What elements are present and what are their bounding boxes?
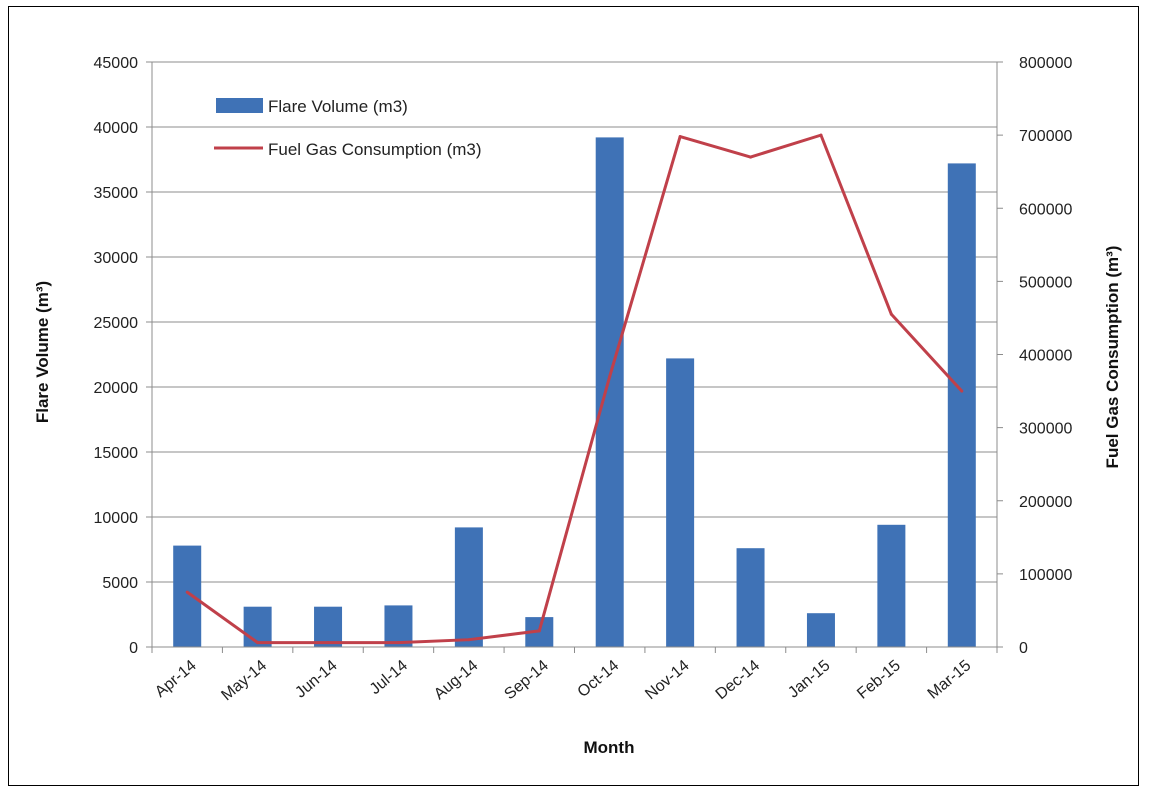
right-tick-label: 100000 bbox=[1019, 567, 1072, 584]
line-point-mar-15 bbox=[960, 389, 964, 393]
bar-feb-15 bbox=[877, 524, 906, 647]
bar-apr-14 bbox=[173, 545, 202, 647]
legend-label-flare-volume: Flare Volume (m3) bbox=[268, 97, 408, 116]
left-tick-label: 15000 bbox=[94, 445, 139, 462]
line-point-apr-14 bbox=[185, 590, 189, 594]
line-point-aug-14 bbox=[467, 638, 471, 642]
x-tick-label: Jun-14 bbox=[292, 657, 340, 702]
right-axis-ticks: 0 100000 200000 300000 400000 500000 600000 700… bbox=[997, 55, 1072, 657]
bar-may-14 bbox=[243, 606, 272, 647]
x-tick-label: Oct-14 bbox=[575, 657, 623, 701]
x-tick-label: Sep-14 bbox=[501, 657, 552, 703]
x-axis-title: Month bbox=[584, 738, 635, 757]
x-tick-label: Aug-14 bbox=[431, 657, 482, 703]
line-point-sep-14 bbox=[537, 629, 541, 633]
right-tick-label: 600000 bbox=[1019, 201, 1072, 218]
right-tick-label: 300000 bbox=[1019, 421, 1072, 438]
line-point-oct-14 bbox=[608, 374, 612, 378]
x-tick-label: Apr-14 bbox=[152, 657, 200, 701]
fuel-gas-line bbox=[186, 133, 963, 645]
legend-swatch-flare-volume bbox=[216, 98, 263, 113]
line-point-jun-14 bbox=[326, 641, 330, 645]
line-point-jul-14 bbox=[396, 641, 400, 645]
x-tick-label: May-14 bbox=[218, 657, 270, 704]
line-point-nov-14 bbox=[678, 135, 682, 139]
x-tick-label: Nov-14 bbox=[642, 657, 693, 703]
left-axis-title: Flare Volume (m³) bbox=[33, 281, 52, 423]
left-tick-label: 45000 bbox=[94, 55, 139, 72]
left-tick-label: 35000 bbox=[94, 185, 139, 202]
x-tick-label: Jan-15 bbox=[785, 657, 833, 702]
bar-oct-14 bbox=[595, 137, 624, 647]
line-point-feb-15 bbox=[889, 312, 893, 316]
x-tick-label: Jul-14 bbox=[367, 657, 411, 698]
left-tick-label: 10000 bbox=[94, 510, 139, 527]
line-point-may-14 bbox=[256, 641, 260, 645]
x-tick-label: Mar-15 bbox=[925, 657, 975, 703]
bar-mar-15 bbox=[947, 163, 976, 647]
line-point-dec-14 bbox=[749, 155, 753, 159]
bar-aug-14 bbox=[454, 527, 483, 647]
left-tick-label: 40000 bbox=[94, 120, 139, 137]
legend-label-fuel-gas: Fuel Gas Consumption (m3) bbox=[268, 140, 482, 159]
right-tick-label: 500000 bbox=[1019, 274, 1072, 291]
left-tick-label: 0 bbox=[129, 640, 138, 657]
line-point-jan-15 bbox=[819, 133, 823, 137]
left-axis-ticks: 0 5000 10000 15000 20000 25000 30000 35000 40000… bbox=[94, 55, 152, 657]
bar-dec-14 bbox=[736, 548, 765, 647]
x-tick-label: Dec-14 bbox=[713, 657, 764, 703]
flare-volume-bars bbox=[173, 137, 976, 647]
x-tick-label: Feb-15 bbox=[854, 657, 904, 703]
left-tick-label: 30000 bbox=[94, 250, 139, 267]
bar-jul-14 bbox=[384, 605, 413, 647]
left-tick-label: 5000 bbox=[102, 575, 138, 592]
right-tick-label: 200000 bbox=[1019, 494, 1072, 511]
bar-nov-14 bbox=[666, 358, 695, 647]
legend: Flare Volume (m3) Fuel Gas Consumption (… bbox=[214, 97, 482, 159]
bar-jan-15 bbox=[806, 613, 835, 647]
bar-jun-14 bbox=[314, 606, 343, 647]
fuel-gas-line-layer bbox=[185, 133, 964, 645]
x-axis-ticks: Apr-14 May-14 Jun-14 Jul-14 Aug-14 Sep-14 Oct-… bbox=[152, 657, 974, 704]
right-tick-label: 400000 bbox=[1019, 348, 1072, 365]
right-tick-label: 700000 bbox=[1019, 128, 1072, 145]
right-tick-label: 800000 bbox=[1019, 55, 1072, 72]
right-tick-label: 0 bbox=[1019, 640, 1028, 657]
left-tick-label: 20000 bbox=[94, 380, 139, 397]
left-tick-label: 25000 bbox=[94, 315, 139, 332]
right-axis-title: Fuel Gas Consumption (m³) bbox=[1103, 246, 1122, 469]
